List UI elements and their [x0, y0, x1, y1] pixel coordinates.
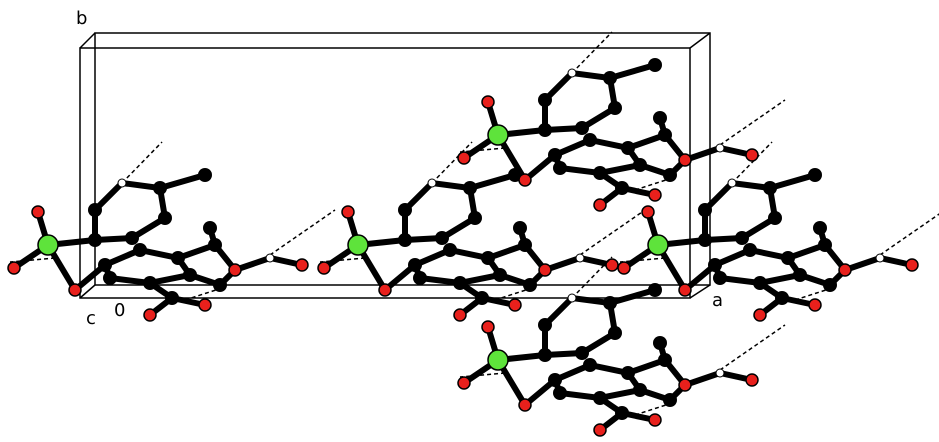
axis-label: a — [712, 290, 723, 311]
axis-label: 0 — [114, 300, 125, 321]
axis-label: c — [86, 308, 96, 329]
packing-diagram: b c 0 a — [0, 0, 939, 442]
axis-label: b — [76, 8, 87, 29]
page: b c 0 a (() => { const data = JSON.parse… — [0, 0, 939, 442]
